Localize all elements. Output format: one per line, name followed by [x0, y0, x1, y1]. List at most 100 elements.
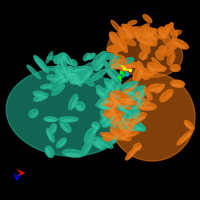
Ellipse shape	[117, 131, 127, 135]
Ellipse shape	[108, 67, 120, 79]
Ellipse shape	[114, 132, 129, 138]
Ellipse shape	[96, 55, 106, 65]
Ellipse shape	[123, 127, 130, 129]
Ellipse shape	[70, 67, 73, 73]
Ellipse shape	[113, 97, 130, 113]
Ellipse shape	[98, 104, 114, 108]
Ellipse shape	[170, 55, 175, 63]
Ellipse shape	[57, 139, 64, 146]
Ellipse shape	[47, 131, 52, 141]
Ellipse shape	[147, 62, 158, 74]
Ellipse shape	[139, 33, 154, 36]
Ellipse shape	[122, 65, 131, 70]
Ellipse shape	[67, 71, 79, 80]
Ellipse shape	[45, 118, 56, 119]
Ellipse shape	[139, 72, 150, 77]
Ellipse shape	[167, 23, 173, 32]
Ellipse shape	[59, 141, 65, 147]
Ellipse shape	[133, 89, 144, 98]
Ellipse shape	[76, 106, 82, 110]
Ellipse shape	[111, 123, 117, 128]
Ellipse shape	[112, 121, 119, 127]
Ellipse shape	[67, 74, 75, 75]
Ellipse shape	[66, 73, 73, 82]
Ellipse shape	[122, 24, 135, 38]
Ellipse shape	[131, 100, 143, 108]
Ellipse shape	[136, 93, 143, 98]
Ellipse shape	[116, 118, 132, 129]
Ellipse shape	[131, 117, 144, 123]
Ellipse shape	[94, 61, 104, 71]
Ellipse shape	[104, 101, 110, 103]
Ellipse shape	[93, 52, 104, 63]
Ellipse shape	[148, 32, 158, 40]
Ellipse shape	[112, 131, 131, 141]
Ellipse shape	[72, 69, 86, 72]
Ellipse shape	[104, 112, 124, 117]
Ellipse shape	[121, 134, 136, 138]
Ellipse shape	[93, 125, 97, 132]
Ellipse shape	[107, 114, 121, 116]
Ellipse shape	[108, 93, 114, 105]
Ellipse shape	[129, 86, 146, 99]
Ellipse shape	[118, 131, 139, 138]
Ellipse shape	[124, 95, 134, 102]
Ellipse shape	[172, 39, 188, 49]
Ellipse shape	[139, 29, 156, 40]
Ellipse shape	[112, 115, 115, 120]
Ellipse shape	[124, 34, 131, 38]
Ellipse shape	[121, 36, 136, 46]
Ellipse shape	[137, 37, 152, 45]
Ellipse shape	[134, 67, 140, 79]
Ellipse shape	[135, 32, 138, 38]
Ellipse shape	[118, 95, 136, 105]
Ellipse shape	[42, 86, 52, 88]
Ellipse shape	[162, 48, 165, 53]
Ellipse shape	[129, 111, 137, 119]
Ellipse shape	[112, 128, 118, 132]
Ellipse shape	[125, 91, 132, 98]
Ellipse shape	[114, 120, 123, 126]
Ellipse shape	[115, 120, 123, 126]
Ellipse shape	[58, 76, 69, 82]
Ellipse shape	[178, 132, 190, 143]
Ellipse shape	[103, 100, 116, 103]
Ellipse shape	[121, 115, 130, 127]
Ellipse shape	[110, 94, 116, 101]
Ellipse shape	[122, 58, 134, 64]
Ellipse shape	[69, 78, 85, 84]
Ellipse shape	[102, 118, 110, 124]
Ellipse shape	[89, 131, 94, 142]
Ellipse shape	[127, 108, 133, 113]
Ellipse shape	[29, 110, 36, 115]
Ellipse shape	[50, 124, 56, 134]
Ellipse shape	[112, 110, 122, 122]
Ellipse shape	[134, 30, 142, 39]
Ellipse shape	[62, 53, 72, 65]
Ellipse shape	[186, 121, 194, 128]
Ellipse shape	[135, 92, 143, 100]
Ellipse shape	[94, 139, 103, 146]
Ellipse shape	[75, 71, 82, 79]
Ellipse shape	[117, 119, 130, 127]
Ellipse shape	[151, 88, 160, 91]
Ellipse shape	[69, 94, 78, 110]
Ellipse shape	[61, 60, 67, 74]
Ellipse shape	[111, 54, 117, 66]
Ellipse shape	[73, 73, 79, 80]
Ellipse shape	[109, 105, 118, 117]
Ellipse shape	[123, 27, 131, 37]
Ellipse shape	[103, 135, 117, 138]
Ellipse shape	[101, 106, 107, 109]
Ellipse shape	[88, 54, 94, 58]
Ellipse shape	[138, 69, 153, 74]
Ellipse shape	[122, 134, 128, 139]
Ellipse shape	[63, 149, 84, 157]
Ellipse shape	[164, 49, 174, 56]
Ellipse shape	[167, 51, 175, 65]
Ellipse shape	[54, 53, 66, 64]
Ellipse shape	[66, 72, 75, 74]
Ellipse shape	[62, 59, 69, 74]
Ellipse shape	[115, 128, 127, 133]
Ellipse shape	[112, 56, 123, 59]
